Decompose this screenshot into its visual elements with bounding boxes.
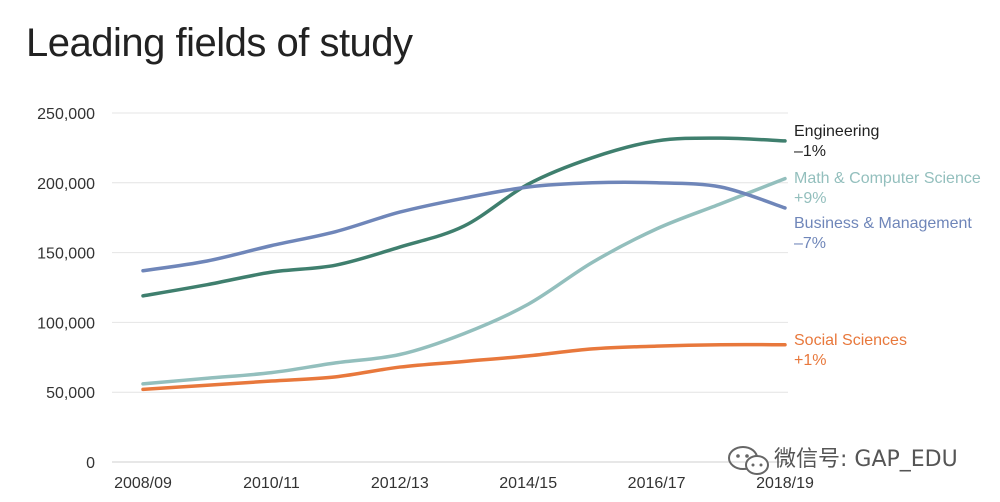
series-change-math-and-computer-science: +9%	[794, 190, 826, 207]
y-tick-label: 150,000	[37, 246, 95, 263]
chart-title: Leading fields of study	[26, 21, 413, 65]
x-tick-label: 2018/19	[756, 475, 814, 492]
series-change-social-sciences: +1%	[794, 352, 826, 369]
y-tick-label: 0	[86, 455, 95, 472]
gridlines	[112, 112, 788, 463]
watermark-text: 微信号: GAP_EDU	[774, 447, 958, 472]
y-tick-label: 200,000	[37, 176, 95, 193]
y-tick-label: 250,000	[37, 106, 95, 123]
series-lines	[141, 136, 787, 392]
x-tick-label: 2014/15	[499, 475, 557, 492]
y-tick-label: 100,000	[37, 315, 95, 332]
x-tick-label: 2016/17	[628, 475, 686, 492]
x-tick-label: 2010/11	[243, 475, 300, 492]
series-label-business-and-management: Business & Management	[794, 215, 972, 232]
series-line-social-sciences	[141, 342, 787, 392]
y-tick-label: 50,000	[46, 385, 95, 402]
series-label-social-sciences: Social Sciences	[794, 332, 907, 349]
series-line-business-and-management	[141, 180, 787, 273]
x-axis-ticks: 2008/09 2010/11 2012/13 2014/15 2016/17 2018/…	[114, 475, 814, 492]
watermark: 微信号: GAP_EDU	[728, 446, 958, 475]
series-label-engineering: Engineering	[794, 123, 879, 140]
x-tick-label: 2008/09	[114, 475, 172, 492]
series-change-engineering: –1%	[794, 143, 826, 160]
series-line-math-and-computer-science	[141, 176, 787, 386]
x-tick-label: 2012/13	[371, 475, 429, 492]
series-labels: Engineering –1% Math & Computer Science +9%…	[794, 123, 981, 369]
series-change-business-and-management: –7%	[794, 235, 826, 252]
y-axis-ticks: 0 50,000 100,000 150,000 200,000 250,000	[37, 106, 95, 472]
wechat-icon	[728, 446, 769, 475]
series-line-engineering	[141, 136, 787, 298]
series-label-math-and-computer-science: Math & Computer Science	[794, 170, 981, 187]
